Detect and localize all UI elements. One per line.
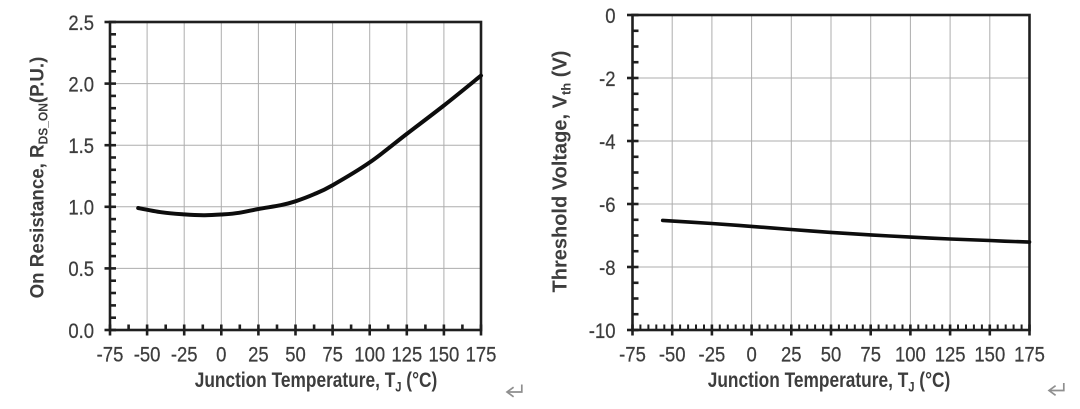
svg-text:2.0: 2.0	[68, 73, 94, 96]
svg-text:0.0: 0.0	[68, 320, 94, 343]
svg-text:175: 175	[1014, 343, 1045, 366]
svg-text:25: 25	[781, 343, 802, 366]
svg-text:-10: -10	[589, 320, 616, 343]
svg-text:On Resistance, RDS_ON(P.U.): On Resistance, RDS_ON(P.U.)	[27, 57, 50, 299]
svg-text:-75: -75	[619, 343, 646, 366]
svg-text:50: 50	[821, 343, 842, 366]
svg-text:-75: -75	[97, 343, 124, 366]
svg-text:0: 0	[746, 343, 756, 366]
svg-text:125: 125	[391, 343, 422, 366]
svg-text:0: 0	[605, 5, 615, 28]
svg-text:1.5: 1.5	[68, 135, 94, 158]
svg-text:-2: -2	[599, 68, 615, 91]
svg-text:0: 0	[216, 343, 226, 366]
svg-text:-4: -4	[599, 131, 615, 154]
svg-text:0.5: 0.5	[68, 258, 94, 281]
svg-text:75: 75	[322, 343, 343, 366]
svg-text:150: 150	[428, 343, 459, 366]
svg-text:75: 75	[860, 343, 881, 366]
svg-text:125: 125	[935, 343, 966, 366]
svg-text:1.0: 1.0	[68, 197, 94, 220]
svg-text:175: 175	[466, 343, 497, 366]
svg-text:-8: -8	[599, 257, 615, 280]
svg-text:100: 100	[354, 343, 385, 366]
svg-text:25: 25	[248, 343, 269, 366]
svg-text:-25: -25	[699, 343, 726, 366]
svg-text:-50: -50	[659, 343, 686, 366]
svg-text:-50: -50	[134, 343, 161, 366]
svg-text:-25: -25	[171, 343, 198, 366]
svg-text:Junction Temperature, TJ (°C): Junction Temperature, TJ (°C)	[708, 368, 951, 395]
svg-text:2.5: 2.5	[68, 12, 94, 35]
svg-text:-6: -6	[599, 194, 615, 217]
svg-text:Junction Temperature, TJ (°C): Junction Temperature, TJ (°C)	[195, 368, 438, 395]
svg-text:150: 150	[974, 343, 1005, 366]
svg-text:100: 100	[895, 343, 926, 366]
svg-text:50: 50	[285, 343, 306, 366]
